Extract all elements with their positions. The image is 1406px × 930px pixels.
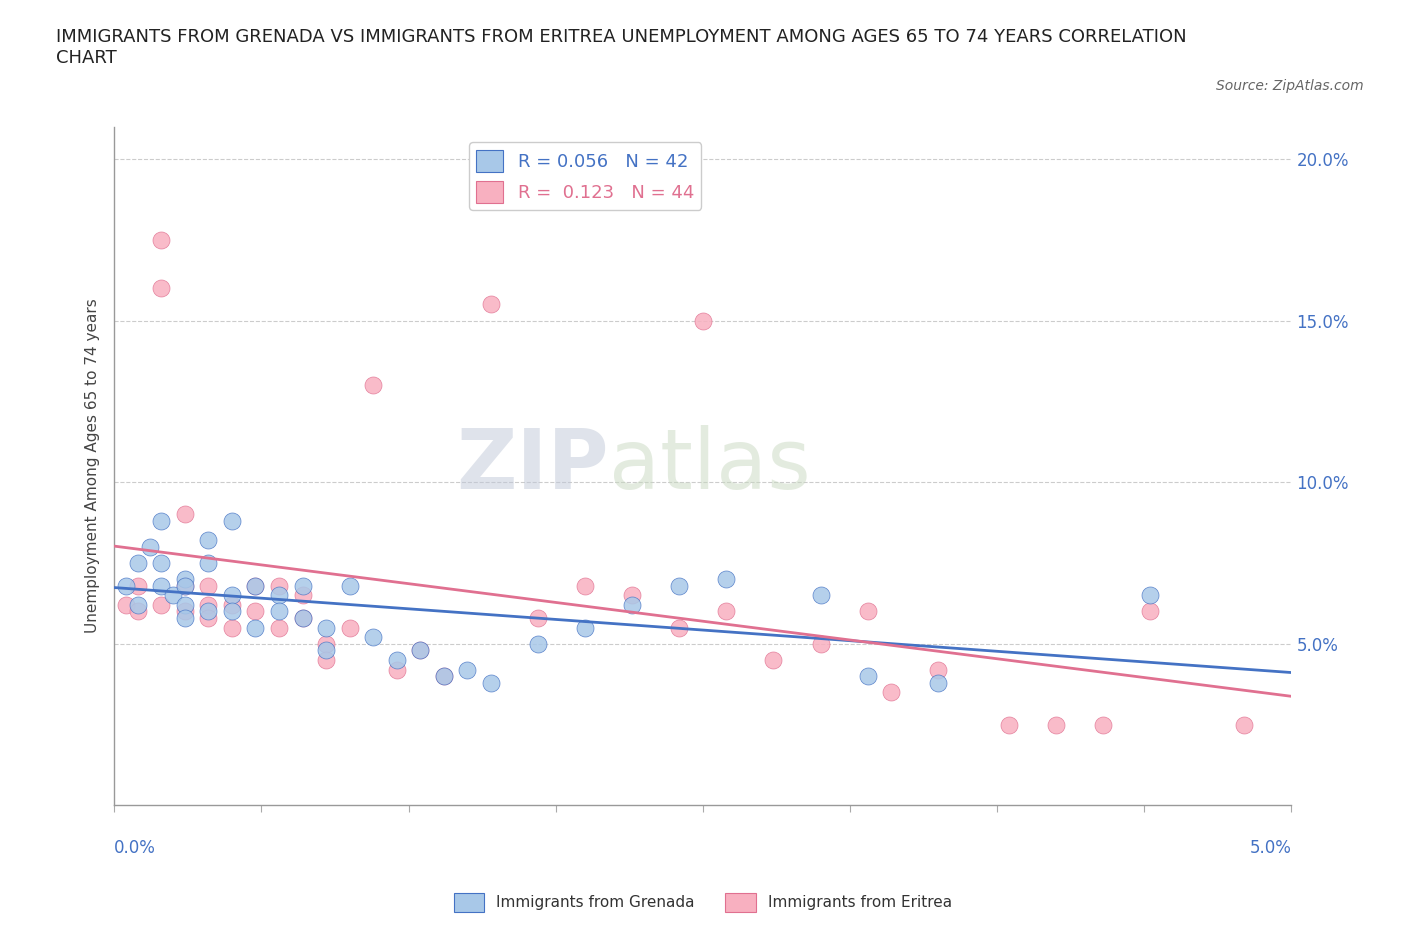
Point: [127, 578, 149, 593]
Point: [456, 662, 478, 677]
Text: 5.0%: 5.0%: [1250, 840, 1292, 857]
Point: [339, 620, 361, 635]
Point: [339, 578, 361, 593]
Point: [527, 610, 550, 625]
Point: [245, 578, 267, 593]
Point: [173, 610, 195, 625]
Text: ZIP: ZIP: [456, 426, 609, 507]
Point: [197, 598, 219, 613]
Point: [762, 653, 785, 668]
Point: [150, 598, 173, 613]
Point: [315, 636, 337, 651]
Point: [433, 669, 456, 684]
Point: [221, 588, 243, 603]
Point: [1092, 717, 1115, 732]
Y-axis label: Unemployment Among Ages 65 to 74 years: Unemployment Among Ages 65 to 74 years: [86, 299, 100, 633]
Point: [138, 539, 160, 554]
Point: [267, 578, 290, 593]
Point: [361, 630, 384, 644]
Point: [173, 598, 195, 613]
Point: [150, 555, 173, 570]
Point: [150, 578, 173, 593]
Point: [927, 675, 949, 690]
Point: [1139, 588, 1161, 603]
Point: [527, 636, 550, 651]
Point: [409, 643, 432, 658]
Point: [221, 620, 243, 635]
Point: [291, 610, 314, 625]
Point: [574, 620, 596, 635]
Point: [479, 675, 502, 690]
Text: 0.0%: 0.0%: [114, 840, 156, 857]
Point: [173, 507, 195, 522]
Point: [245, 578, 267, 593]
Point: [621, 588, 644, 603]
Point: [361, 378, 384, 392]
Point: [433, 669, 456, 684]
Point: [927, 662, 949, 677]
Point: [1045, 717, 1067, 732]
Point: [315, 620, 337, 635]
Point: [479, 297, 502, 312]
Point: [150, 513, 173, 528]
Point: [245, 604, 267, 618]
Point: [692, 313, 714, 328]
Point: [127, 555, 149, 570]
Point: [385, 662, 408, 677]
Point: [1233, 717, 1256, 732]
Point: [150, 232, 173, 247]
Point: [162, 588, 184, 603]
Point: [197, 555, 219, 570]
Point: [173, 578, 195, 593]
Point: [115, 578, 138, 593]
Point: [291, 588, 314, 603]
Point: [197, 610, 219, 625]
Point: [856, 604, 879, 618]
Text: Source: ZipAtlas.com: Source: ZipAtlas.com: [1216, 79, 1364, 93]
Point: [197, 604, 219, 618]
Legend: R = 0.056   N = 42, R =  0.123   N = 44: R = 0.056 N = 42, R = 0.123 N = 44: [470, 142, 702, 210]
Point: [621, 598, 644, 613]
Point: [1139, 604, 1161, 618]
Point: [267, 588, 290, 603]
Point: [115, 598, 138, 613]
Legend: Immigrants from Grenada, Immigrants from Eritrea: Immigrants from Grenada, Immigrants from…: [447, 887, 959, 918]
Point: [716, 604, 738, 618]
Text: atlas: atlas: [609, 426, 810, 507]
Point: [856, 669, 879, 684]
Point: [221, 598, 243, 613]
Point: [574, 578, 596, 593]
Point: [716, 572, 738, 587]
Point: [221, 513, 243, 528]
Point: [315, 643, 337, 658]
Point: [291, 610, 314, 625]
Point: [221, 604, 243, 618]
Point: [998, 717, 1021, 732]
Text: IMMIGRANTS FROM GRENADA VS IMMIGRANTS FROM ERITREA UNEMPLOYMENT AMONG AGES 65 TO: IMMIGRANTS FROM GRENADA VS IMMIGRANTS FR…: [56, 28, 1187, 67]
Point: [127, 598, 149, 613]
Point: [315, 653, 337, 668]
Point: [810, 636, 832, 651]
Point: [127, 604, 149, 618]
Point: [880, 684, 903, 699]
Point: [291, 578, 314, 593]
Point: [409, 643, 432, 658]
Point: [150, 281, 173, 296]
Point: [810, 588, 832, 603]
Point: [385, 653, 408, 668]
Point: [267, 604, 290, 618]
Point: [668, 578, 690, 593]
Point: [173, 578, 195, 593]
Point: [173, 572, 195, 587]
Point: [197, 533, 219, 548]
Point: [245, 620, 267, 635]
Point: [267, 620, 290, 635]
Point: [197, 578, 219, 593]
Point: [173, 604, 195, 618]
Point: [668, 620, 690, 635]
